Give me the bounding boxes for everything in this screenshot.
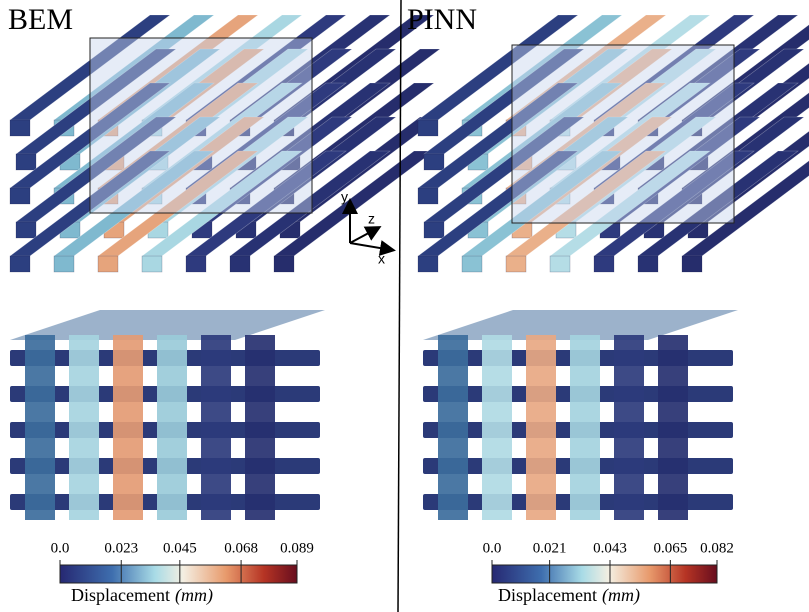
colorbar xyxy=(60,565,297,583)
pillar xyxy=(25,335,55,520)
colorbar-unit: (mm) xyxy=(175,585,213,606)
cut-plane xyxy=(512,45,734,223)
pillar xyxy=(438,335,468,520)
beam-end xyxy=(418,256,438,272)
beam-end xyxy=(418,188,438,204)
axis-label: y xyxy=(341,189,348,205)
beam-end xyxy=(424,154,444,170)
pillar xyxy=(526,335,556,520)
pillar xyxy=(614,335,644,520)
beam-end xyxy=(10,188,30,204)
beam-end xyxy=(550,256,570,272)
beam-end xyxy=(142,256,162,272)
tick-label: 0.065 xyxy=(653,540,687,556)
tick-label: 0.0 xyxy=(51,540,70,556)
beam-end xyxy=(682,256,702,272)
colorbar xyxy=(492,565,717,583)
beam-end xyxy=(16,222,36,238)
beam-end xyxy=(10,256,30,272)
beam-end xyxy=(638,256,658,272)
pillar xyxy=(113,335,143,520)
renders xyxy=(10,15,809,520)
tick-label: 0.045 xyxy=(163,540,197,556)
pillar xyxy=(69,335,99,520)
beam-end xyxy=(16,154,36,170)
axis-label: x xyxy=(378,251,385,267)
tick-label: 0.0 xyxy=(483,540,502,556)
colorbar-unit: (mm) xyxy=(602,585,640,606)
divider xyxy=(398,0,401,612)
axis-arrow xyxy=(350,228,378,243)
beam-end xyxy=(274,256,294,272)
pillar xyxy=(570,335,600,520)
colorbar-title: Displacement xyxy=(498,585,597,605)
beam-end xyxy=(230,256,250,272)
beam-end xyxy=(98,256,118,272)
page: BEM PINN y z x 0.0 0.023 0.045 0.068 0.089 Di… xyxy=(0,0,809,612)
figure: BEM PINN y z x 0.0 0.023 0.045 0.068 0.089 Di… xyxy=(0,0,809,612)
tick-label: 0.021 xyxy=(533,540,567,556)
pillar xyxy=(482,335,512,520)
beam-end xyxy=(54,256,74,272)
axis-arrow xyxy=(350,243,392,250)
tick-label: 0.082 xyxy=(700,540,734,556)
panel-label: PINN xyxy=(407,3,477,36)
panel-label: BEM xyxy=(8,3,73,36)
beam-end xyxy=(506,256,526,272)
tick-label: 0.043 xyxy=(593,540,627,556)
tick-label: 0.023 xyxy=(104,540,138,556)
beam-end xyxy=(186,256,206,272)
beam-end xyxy=(10,120,30,136)
axis-label: z xyxy=(368,211,375,227)
pillar xyxy=(658,335,688,520)
tick-label: 0.089 xyxy=(280,540,314,556)
beam-end xyxy=(462,256,482,272)
pillar xyxy=(157,335,187,520)
colorbar-title: Displacement xyxy=(71,585,170,605)
beam-end xyxy=(594,256,614,272)
beam-end xyxy=(418,120,438,136)
tick-label: 0.068 xyxy=(224,540,258,556)
beam-end xyxy=(424,222,444,238)
pillar xyxy=(245,335,275,520)
cut-plane xyxy=(90,38,312,213)
pillar xyxy=(201,335,231,520)
